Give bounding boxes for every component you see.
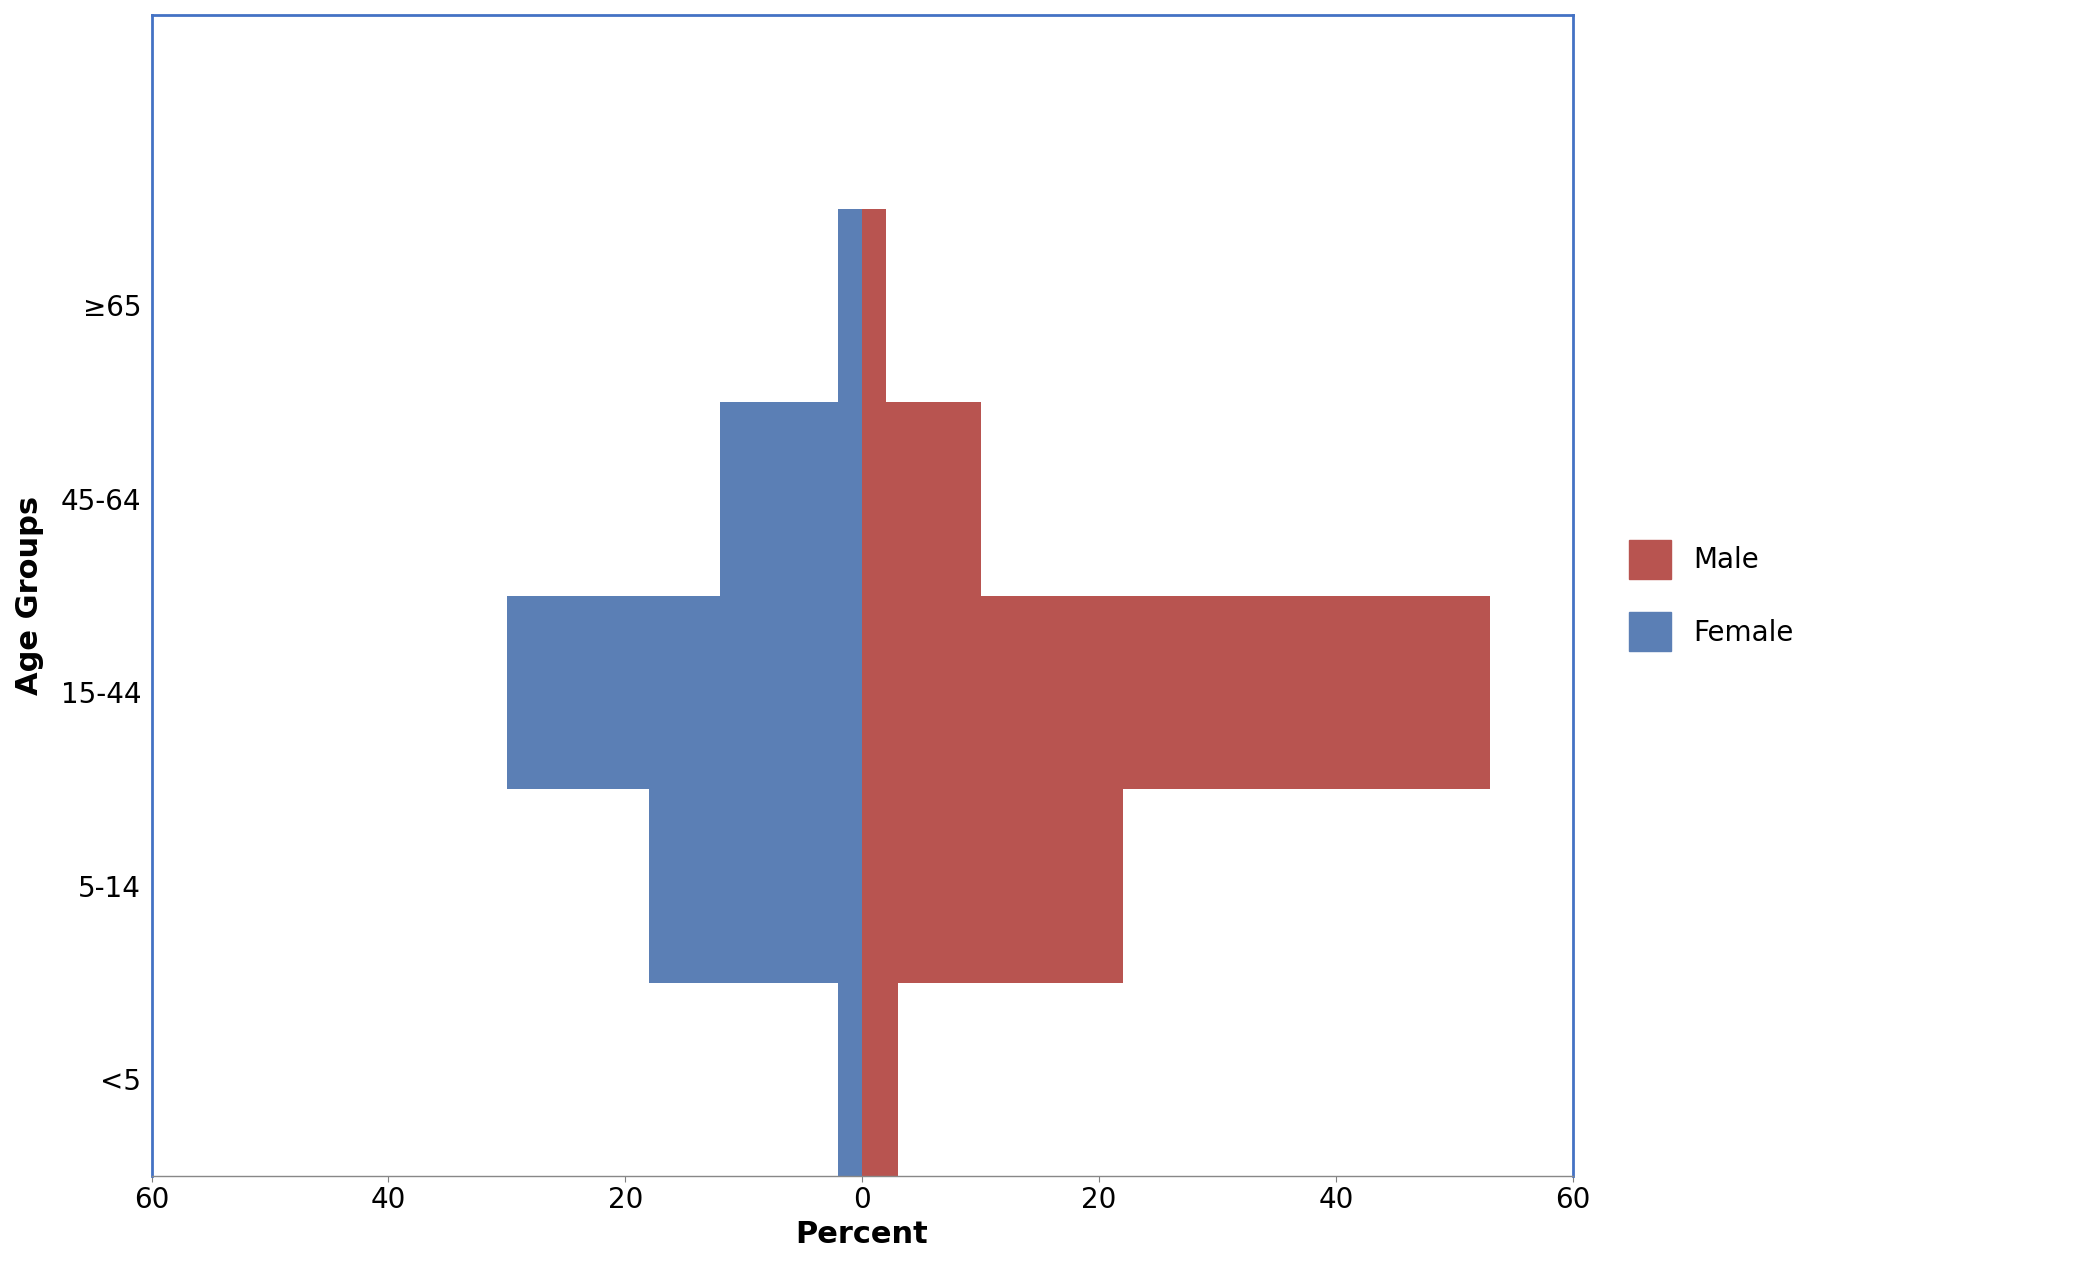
Legend: Male, Female: Male, Female — [1614, 526, 1807, 665]
X-axis label: Percent: Percent — [796, 1220, 928, 1249]
Bar — [838, 982, 863, 1176]
Bar — [649, 789, 863, 982]
Bar — [863, 209, 886, 402]
Bar — [720, 402, 863, 595]
Bar — [863, 789, 1123, 982]
Bar — [863, 402, 980, 595]
Bar — [863, 982, 898, 1176]
Bar — [838, 209, 863, 402]
Y-axis label: Age Groups: Age Groups — [15, 495, 44, 695]
Bar — [863, 595, 1490, 789]
Bar — [506, 595, 863, 789]
